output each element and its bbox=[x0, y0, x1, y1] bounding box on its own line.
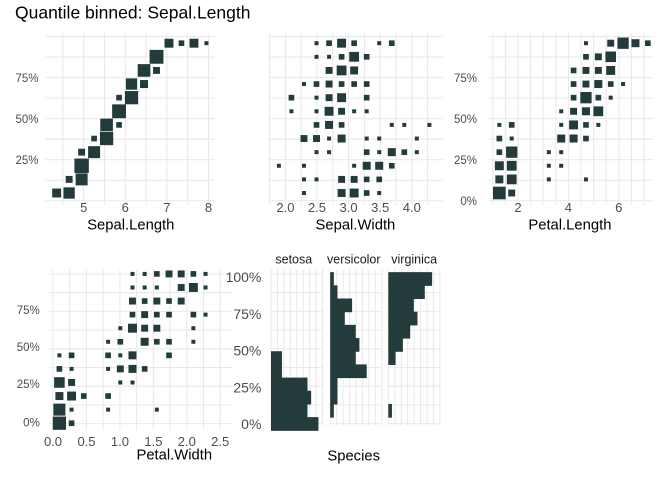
svg-text:6: 6 bbox=[615, 200, 622, 215]
svg-text:Species: Species bbox=[327, 448, 380, 464]
svg-text:0%: 0% bbox=[460, 196, 477, 208]
svg-text:75%: 75% bbox=[15, 73, 38, 85]
svg-text:7: 7 bbox=[163, 200, 170, 215]
svg-text:100%: 100% bbox=[226, 269, 262, 285]
svg-text:8: 8 bbox=[205, 200, 212, 215]
svg-text:50%: 50% bbox=[17, 342, 40, 354]
svg-text:75%: 75% bbox=[454, 73, 477, 85]
svg-text:0%: 0% bbox=[241, 416, 261, 432]
svg-text:75%: 75% bbox=[233, 306, 261, 322]
svg-text:2.0: 2.0 bbox=[178, 434, 196, 449]
svg-text:25%: 25% bbox=[454, 155, 477, 167]
svg-text:5: 5 bbox=[80, 200, 87, 215]
svg-text:4.0: 4.0 bbox=[403, 200, 421, 215]
svg-text:0.5: 0.5 bbox=[77, 434, 95, 449]
svg-text:2: 2 bbox=[514, 200, 521, 215]
svg-text:1.0: 1.0 bbox=[111, 434, 129, 449]
svg-text:Sepal.Width: Sepal.Width bbox=[316, 218, 396, 234]
svg-text:2.5: 2.5 bbox=[211, 434, 229, 449]
svg-text:3.5: 3.5 bbox=[371, 200, 389, 215]
svg-text:4: 4 bbox=[565, 200, 572, 215]
svg-text:0%: 0% bbox=[23, 417, 40, 429]
svg-text:0.0: 0.0 bbox=[44, 434, 62, 449]
svg-text:25%: 25% bbox=[15, 155, 38, 167]
svg-text:50%: 50% bbox=[15, 114, 38, 126]
svg-text:50%: 50% bbox=[454, 114, 477, 126]
svg-text:setosa: setosa bbox=[275, 253, 312, 267]
svg-text:3.0: 3.0 bbox=[340, 200, 358, 215]
svg-text:virginica: virginica bbox=[391, 253, 437, 267]
svg-text:Petal.Length: Petal.Length bbox=[528, 218, 611, 234]
svg-text:50%: 50% bbox=[233, 343, 261, 359]
svg-text:25%: 25% bbox=[233, 379, 261, 395]
svg-text:Sepal.Length: Sepal.Length bbox=[87, 218, 174, 234]
svg-text:Petal.Width: Petal.Width bbox=[136, 448, 212, 464]
svg-text:25%: 25% bbox=[17, 379, 40, 391]
svg-text:75%: 75% bbox=[17, 305, 40, 317]
svg-text:2.0: 2.0 bbox=[276, 200, 294, 215]
svg-text:versicolor: versicolor bbox=[327, 253, 381, 267]
svg-text:6: 6 bbox=[122, 200, 129, 215]
svg-text:Quantile binned: Sepal.Length: Quantile binned: Sepal.Length bbox=[15, 3, 250, 23]
svg-text:2.5: 2.5 bbox=[308, 200, 326, 215]
svg-text:1.5: 1.5 bbox=[144, 434, 162, 449]
